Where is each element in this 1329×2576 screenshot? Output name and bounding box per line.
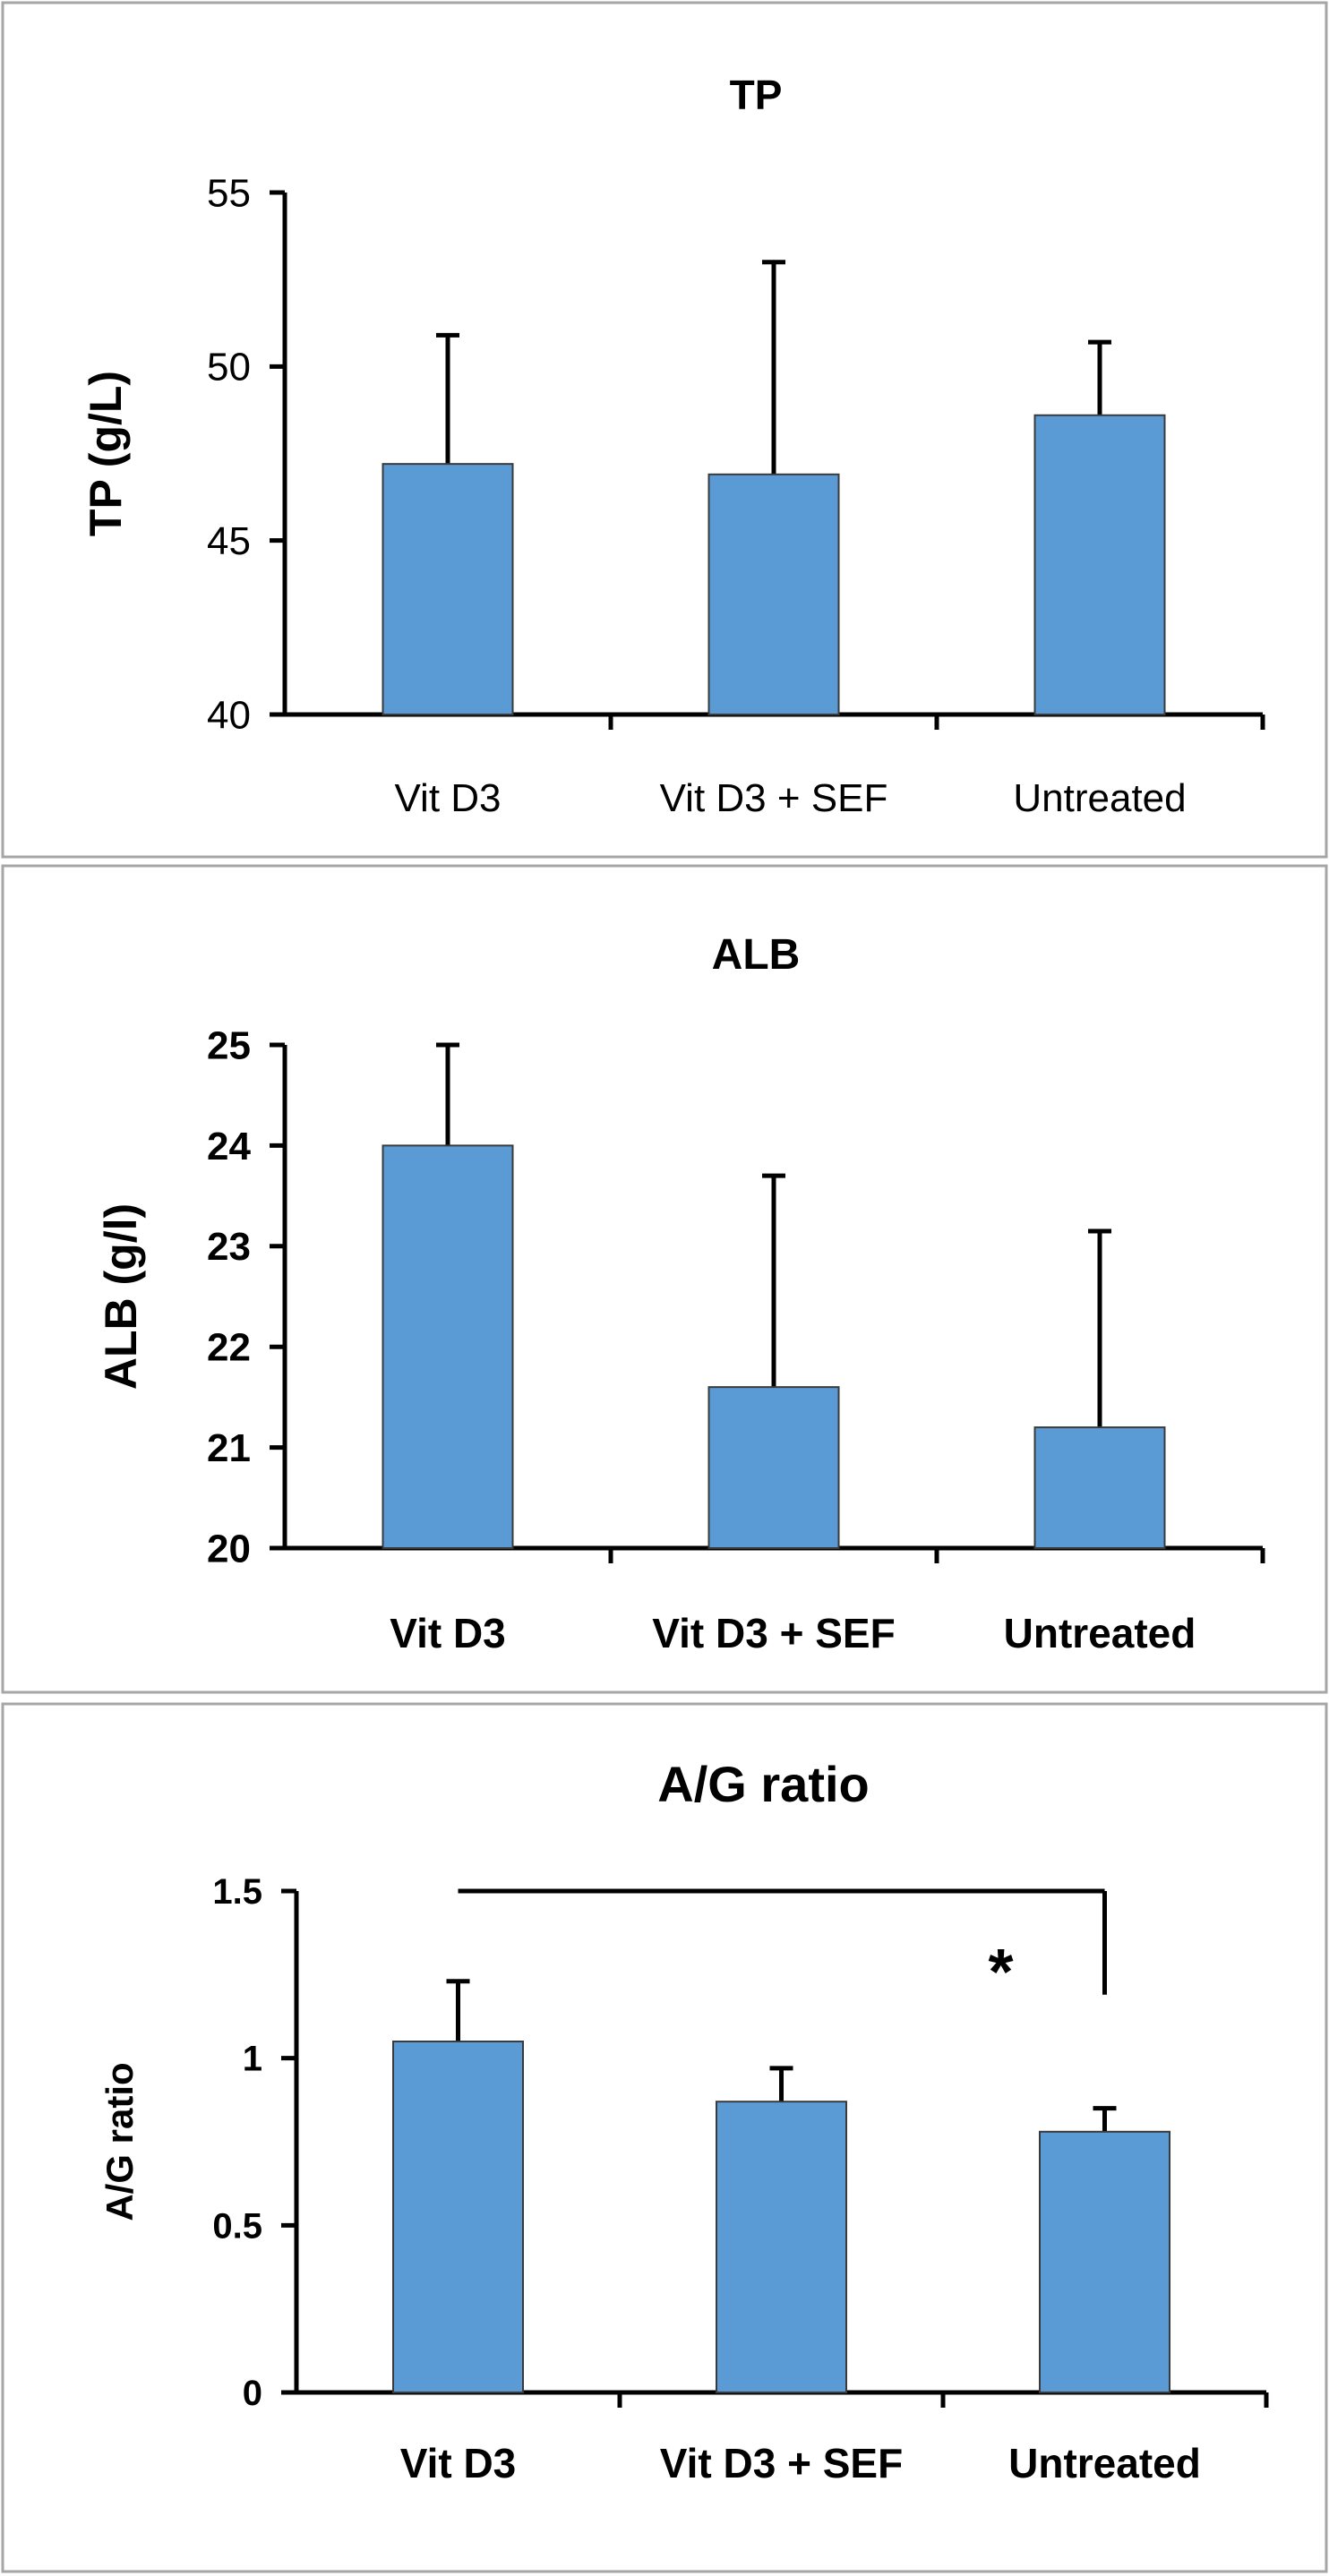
y-tick-label: 1 [243, 2040, 262, 2079]
x-category-label: Vit D3 + SEF [660, 2440, 903, 2486]
bar-untreated [1033, 414, 1166, 715]
y-tick-label: 23 [207, 1225, 251, 1269]
chart-title: A/G ratio [657, 1756, 869, 1812]
x-category-label: Vit D3 [400, 2440, 517, 2486]
alb-bar-chart: ALB ALB (g/l) 20 21 22 23 24 25 Vit D3 Vit D3 + S… [1, 864, 1328, 1694]
tp-chart-panel: TP TP (g/L) 40 45 50 55 Vit D3 Vit D3 + SEF Untr… [0, 0, 1329, 860]
y-axis-label: A/G ratio [99, 2062, 141, 2221]
x-category-label: Untreated [1013, 776, 1186, 820]
x-category-label: Vit D3 + SEF [652, 1610, 895, 1656]
y-tick-label: 55 [207, 171, 251, 215]
tp-bar-chart: TP TP (g/L) 40 45 50 55 Vit D3 Vit D3 + SEF Untr… [1, 1, 1328, 859]
ag-ratio-chart-panel: A/G ratio A/G ratio 0 0.5 1 1.5 Vit D3 Vit D3 +… [0, 1697, 1329, 2576]
significance-asterisk: * [988, 1937, 1013, 2008]
alb-chart-panel: ALB ALB (g/l) 20 21 22 23 24 25 Vit D3 Vit D3 + S… [0, 860, 1329, 1697]
x-category-label: Untreated [1008, 2440, 1201, 2486]
y-tick-label: 25 [207, 1023, 251, 1067]
chart-title: TP [730, 72, 783, 118]
y-tick-label: 40 [207, 693, 251, 737]
y-tick-label: 21 [207, 1426, 251, 1470]
bar-vit-d3-sef [707, 1386, 840, 1549]
bar-untreated [1033, 1426, 1166, 1549]
bar-vit-d3 [382, 463, 514, 715]
y-tick-label: 22 [207, 1326, 251, 1370]
x-category-label: Vit D3 [390, 1610, 506, 1656]
bar-vit-d3 [392, 2041, 524, 2393]
y-tick-label: 20 [207, 1527, 251, 1570]
y-tick-label: 50 [207, 346, 251, 389]
y-axis-label: TP (g/L) [81, 371, 131, 536]
y-tick-label: 1.5 [212, 1872, 262, 1912]
bar-vit-d3 [382, 1144, 514, 1549]
x-category-label: Vit D3 + SEF [660, 776, 888, 820]
chart-title: ALB [712, 931, 801, 979]
bar-vit-d3-sef [716, 2101, 847, 2393]
x-category-label: Vit D3 [394, 776, 501, 820]
bar-untreated [1039, 2130, 1170, 2393]
y-tick-label: 0 [243, 2374, 262, 2413]
bar-vit-d3-sef [707, 473, 840, 715]
ag-ratio-bar-chart: A/G ratio A/G ratio 0 0.5 1 1.5 Vit D3 Vit D3 +… [1, 1702, 1328, 2573]
y-tick-label: 24 [207, 1125, 251, 1168]
x-category-label: Untreated [1004, 1610, 1196, 1656]
y-tick-label: 45 [207, 519, 251, 563]
y-tick-label: 0.5 [212, 2206, 262, 2246]
chart-frame [1, 864, 1328, 1694]
y-axis-label: ALB (g/l) [96, 1203, 146, 1390]
